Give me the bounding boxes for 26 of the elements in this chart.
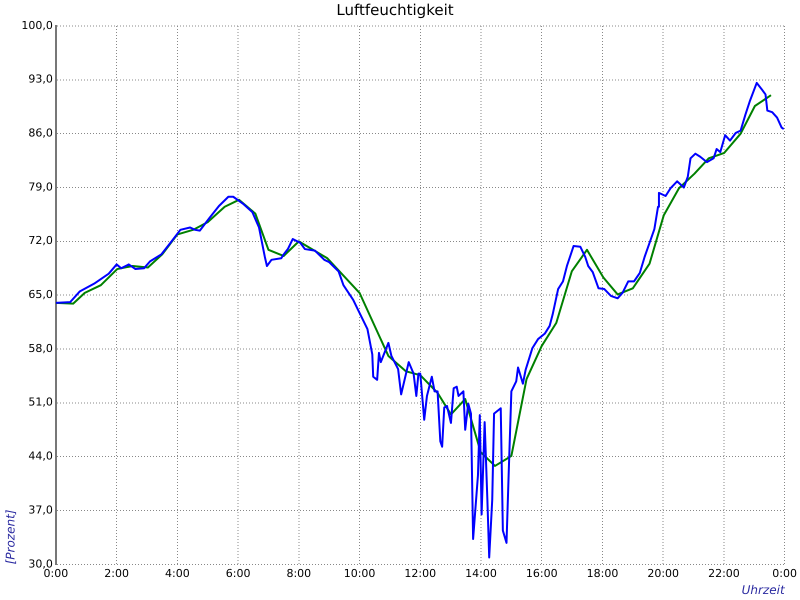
x-tick-label: 22:00 [708, 566, 740, 580]
y-tick-label: 93,0 [28, 72, 53, 86]
x-tick-label: 20:00 [647, 566, 680, 580]
x-tick-label: 6:00 [226, 566, 250, 580]
y-tick-label: 72,0 [28, 234, 53, 248]
x-tick-label: 4:00 [165, 566, 190, 580]
chart-title: Luftfeuchtigkeit [336, 0, 454, 19]
x-tick-label: 14:00 [465, 566, 497, 580]
y-tick-label: 86,0 [28, 126, 53, 140]
x-tick-label: 16:00 [526, 566, 558, 580]
y-axis-title: [Prozent] [3, 509, 18, 564]
x-tick-label: 0:00 [772, 566, 797, 580]
x-tick-label: 10:00 [344, 566, 376, 580]
y-tick-label: 37,0 [28, 503, 53, 516]
y-tick-label: 79,0 [28, 180, 53, 194]
x-tick-label: 2:00 [104, 566, 129, 580]
x-tick-label: 12:00 [404, 566, 436, 580]
y-tick-label: 51,0 [28, 396, 53, 409]
y-tick-label: 58,0 [28, 342, 53, 355]
y-tick-label: 100,0 [21, 18, 53, 32]
y-tick-label: 30,0 [28, 557, 53, 570]
x-tick-label: 8:00 [286, 566, 312, 580]
x-axis-title: Uhrzeit [742, 582, 786, 597]
y-tick-label: 65,0 [28, 288, 53, 302]
y-tick-label: 44,0 [28, 450, 53, 463]
x-tick-label: 18:00 [586, 566, 618, 580]
